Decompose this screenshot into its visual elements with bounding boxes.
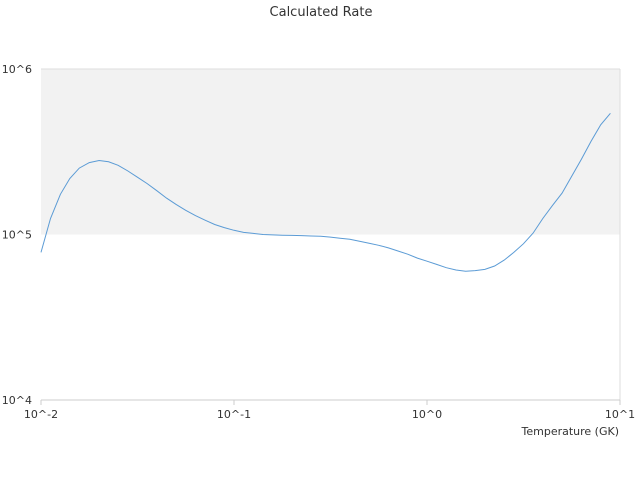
plot-band	[41, 69, 620, 235]
x-tick-label: 10^-1	[217, 408, 251, 421]
x-tick-label: 10^0	[412, 408, 442, 421]
y-axis-ticks: 10^4 10^5 10^6	[2, 63, 32, 407]
y-tick-label: 10^5	[2, 229, 32, 242]
x-tick-label: 10^-2	[24, 408, 58, 421]
y-tick-label: 10^6	[2, 63, 32, 76]
x-axis-label: Temperature (GK)	[521, 425, 620, 438]
y-tick-label: 10^4	[2, 394, 32, 407]
x-axis-ticks: 10^-2 10^-1 10^0 10^1	[24, 400, 635, 421]
x-tick-label: 10^1	[605, 408, 635, 421]
series-line	[40, 112, 611, 272]
chart-title: Calculated Rate	[270, 5, 373, 20]
